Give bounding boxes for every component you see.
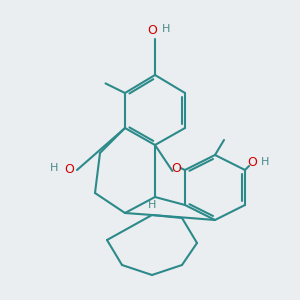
Text: H: H — [260, 158, 269, 167]
Text: H: H — [162, 23, 171, 34]
Text: H: H — [50, 163, 59, 172]
Text: O: O — [171, 161, 181, 175]
Text: O: O — [147, 23, 157, 37]
Text: O: O — [64, 163, 74, 176]
Text: H: H — [148, 200, 156, 210]
Text: O: O — [247, 156, 257, 169]
